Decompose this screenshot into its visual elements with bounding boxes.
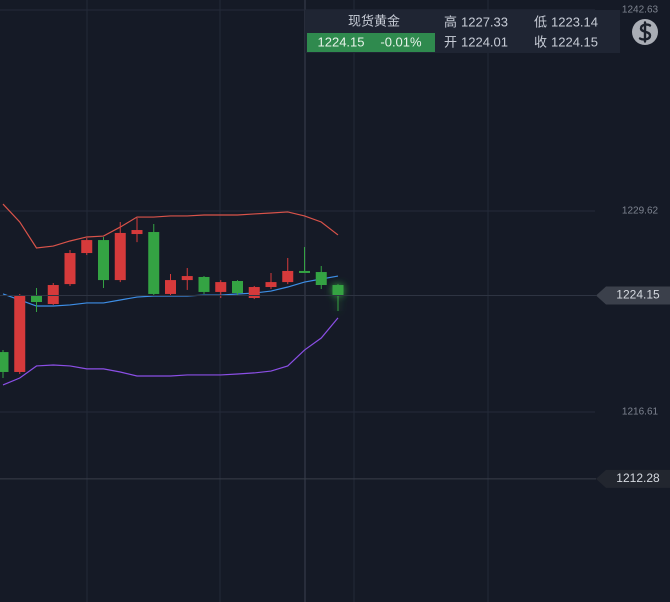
- low-label: 低: [534, 14, 547, 29]
- quote-panel: 现货黄金 1224.15 -0.01% 高 1227.33 低 1223.14 …: [305, 10, 620, 53]
- candle-body: [114, 232, 126, 281]
- candle-body: [14, 295, 26, 372]
- candle: [282, 257, 294, 285]
- candle-body: [181, 276, 193, 281]
- candle: [47, 283, 59, 305]
- candle-body: [98, 240, 109, 281]
- candle-body: [215, 282, 227, 292]
- candle: [114, 221, 126, 283]
- candle: [148, 223, 160, 296]
- y-tick-label: 1216.61: [622, 407, 659, 418]
- candle: [0, 350, 9, 379]
- price-tag-label: 1212.28: [616, 471, 660, 485]
- high-value: 1227.33: [461, 14, 508, 29]
- candle-body: [0, 352, 9, 372]
- candle-body: [64, 253, 76, 285]
- candle: [98, 236, 109, 288]
- change-percent: -0.01%: [380, 34, 422, 49]
- band-line: [2, 203, 339, 249]
- price-tag-label: 1224.15: [616, 288, 660, 302]
- price-tag: [596, 286, 670, 305]
- candle: [198, 276, 210, 294]
- last-price: 1224.15: [318, 34, 365, 49]
- candle: [181, 268, 193, 290]
- candle: [315, 266, 327, 290]
- candle-body: [198, 276, 210, 292]
- vertical-grid: [86, 0, 489, 602]
- candle-body: [282, 270, 294, 283]
- open-label: 开: [444, 34, 457, 49]
- candle-body: [315, 272, 327, 286]
- low-value: 1223.14: [551, 14, 598, 29]
- candle: [248, 285, 260, 300]
- close-value: 1224.15: [551, 34, 598, 49]
- icon-glyph: [638, 21, 652, 43]
- candle-body: [232, 280, 243, 294]
- candle-body: [299, 270, 310, 273]
- candle-body: [148, 232, 160, 294]
- candle: [131, 217, 143, 243]
- candle-body: [81, 240, 93, 254]
- currency-icon[interactable]: [632, 19, 658, 45]
- candle: [14, 293, 26, 374]
- candle-body: [265, 282, 277, 288]
- candle-body: [47, 285, 59, 305]
- candle: [265, 272, 277, 290]
- high-label: 高: [444, 14, 457, 29]
- candle: [232, 280, 243, 296]
- plot: 1242.63 1229.62 1216.61 1224.15 1212.28: [0, 5, 670, 488]
- candle: [215, 280, 227, 298]
- candle: [81, 238, 93, 256]
- instrument-name: 现货黄金: [348, 13, 400, 28]
- band-line: [2, 317, 339, 386]
- y-tick-label: 1242.63: [622, 5, 659, 16]
- candle-body: [165, 280, 176, 294]
- price-tag: [596, 469, 670, 488]
- price-badge: [307, 33, 435, 52]
- candle-body: [131, 230, 143, 235]
- candle-body: [31, 295, 42, 303]
- candle-body: [248, 287, 260, 298]
- open-value: 1224.01: [461, 34, 508, 49]
- candle: [299, 247, 310, 273]
- close-label: 收: [534, 34, 547, 49]
- candle: [332, 284, 344, 311]
- candle: [64, 249, 76, 286]
- candle: [165, 274, 176, 296]
- candle-body: [332, 285, 344, 296]
- y-tick-label: 1229.62: [622, 206, 659, 217]
- candle: [31, 287, 42, 313]
